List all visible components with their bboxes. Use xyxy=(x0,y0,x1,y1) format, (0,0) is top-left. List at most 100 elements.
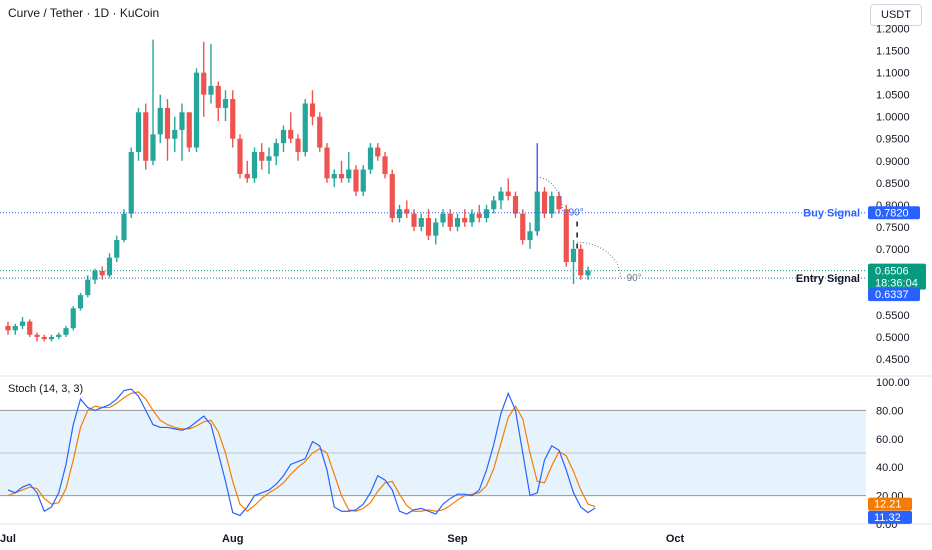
candle-body xyxy=(99,270,105,276)
candle-body xyxy=(266,156,272,161)
candle-body xyxy=(215,85,221,108)
entry-signal-label: Entry Signal xyxy=(796,273,860,285)
entry-signal-tag: 0.6337 xyxy=(868,288,920,302)
candle-body xyxy=(411,213,417,227)
price-tick-label: 1.0000 xyxy=(876,112,910,124)
candle-body xyxy=(331,173,337,179)
candle-body xyxy=(172,129,178,139)
candle-body xyxy=(367,147,374,170)
candle-body xyxy=(505,191,511,196)
candle-body xyxy=(288,129,294,139)
price-tick-label: 0.7000 xyxy=(876,244,910,256)
candle-body xyxy=(150,134,156,161)
candle-body xyxy=(375,147,381,157)
stoch-k-tag: 11.32 xyxy=(868,510,912,524)
angle-arc-2[interactable] xyxy=(577,241,622,279)
time-tick-label: Jul xyxy=(0,533,16,545)
candle-body xyxy=(48,336,55,340)
candle-body xyxy=(469,213,475,223)
candle-body xyxy=(85,279,91,296)
candle-body xyxy=(273,143,279,157)
candle-body xyxy=(563,209,569,263)
candle-body xyxy=(259,151,265,161)
candle-body xyxy=(5,325,11,331)
candle-body xyxy=(143,112,149,161)
stoch-d-line xyxy=(7,391,596,513)
candle-body xyxy=(585,270,591,276)
candle-body xyxy=(396,209,403,219)
stoch-tick-label: 80.00 xyxy=(876,405,904,417)
candle-body xyxy=(541,191,548,214)
candle-body xyxy=(244,173,250,179)
buy-signal-tag: 0.7820 xyxy=(868,206,920,220)
candle-body xyxy=(309,103,316,117)
candle-body xyxy=(324,147,330,179)
candle-body xyxy=(512,196,519,214)
candle-body xyxy=(549,196,555,214)
candle-body xyxy=(534,191,540,232)
candle-body xyxy=(121,213,127,241)
price-tick-label: 0.4500 xyxy=(876,354,910,366)
candle-body xyxy=(578,248,584,276)
price-tick-label: 1.1500 xyxy=(876,46,910,58)
price-tick-label: 0.5000 xyxy=(876,332,910,344)
price-axis[interactable]: 1.2000 1.1500 1.1000 1.0500 1.0000 0.9500 0.90… xyxy=(876,24,910,366)
angle-label-1: 90° xyxy=(569,208,584,219)
price-tick-label: 1.1000 xyxy=(876,68,910,80)
candle-body xyxy=(454,218,461,227)
candle-body xyxy=(280,129,287,144)
candle-body xyxy=(389,173,395,219)
candle-body xyxy=(230,99,236,139)
price-tick-label: 1.2000 xyxy=(876,24,910,36)
candle-body xyxy=(498,191,504,201)
stoch-d-tag: 12.21 xyxy=(868,497,912,511)
stoch-tick-label: 60.00 xyxy=(876,434,904,446)
current-price-countdown: 18:36:04 xyxy=(875,278,918,290)
candle-body xyxy=(193,72,200,148)
currency-button[interactable]: USDT xyxy=(870,4,922,26)
candle-body xyxy=(295,138,301,152)
entry-signal-value: 0.6337 xyxy=(875,289,909,301)
candle-body xyxy=(302,103,308,152)
candle-body xyxy=(237,138,243,174)
candle-body xyxy=(382,156,388,174)
candle-body xyxy=(556,196,562,210)
candle-body xyxy=(222,99,229,108)
stoch-k-line xyxy=(7,388,596,517)
stoch-legend: Stoch (14, 3, 3) xyxy=(8,383,83,395)
candle-body xyxy=(157,107,163,135)
candle-body xyxy=(527,231,533,241)
angle-arc-1[interactable] xyxy=(537,176,564,213)
buy-signal-value: 0.7820 xyxy=(875,208,909,220)
buy-signal-label: Buy Signal xyxy=(803,208,860,220)
candle-body xyxy=(41,336,47,340)
candle-body xyxy=(19,321,26,326)
candle-body xyxy=(440,213,446,223)
candle-body xyxy=(27,321,33,335)
candle-body xyxy=(483,209,490,219)
candle-body xyxy=(346,169,352,179)
price-tick-label: 0.5500 xyxy=(876,310,910,322)
price-tick-label: 0.7500 xyxy=(876,222,910,234)
candle-body xyxy=(179,112,185,130)
current-price-value: 0.6506 xyxy=(875,266,909,278)
candle-body xyxy=(164,107,171,139)
candle-body xyxy=(476,213,482,219)
stoch-tick-label: 40.00 xyxy=(876,462,904,474)
candle-body xyxy=(106,257,113,276)
candle-body xyxy=(128,151,134,214)
price-tick-label: 0.9500 xyxy=(876,134,910,146)
candle-body xyxy=(92,270,98,280)
candle-body xyxy=(520,213,526,241)
time-axis[interactable]: Jul Aug Sep Oct xyxy=(0,533,684,545)
time-tick-label: Oct xyxy=(666,533,685,545)
stoch-tick-label: 100.00 xyxy=(876,377,910,389)
stoch-d-value: 12.21 xyxy=(874,499,902,511)
candle-body xyxy=(34,334,40,337)
candle-body xyxy=(317,116,323,148)
candle-body xyxy=(491,200,497,210)
candle-body xyxy=(418,218,424,227)
time-tick-label: Aug xyxy=(222,533,243,545)
candle-body xyxy=(56,334,62,337)
